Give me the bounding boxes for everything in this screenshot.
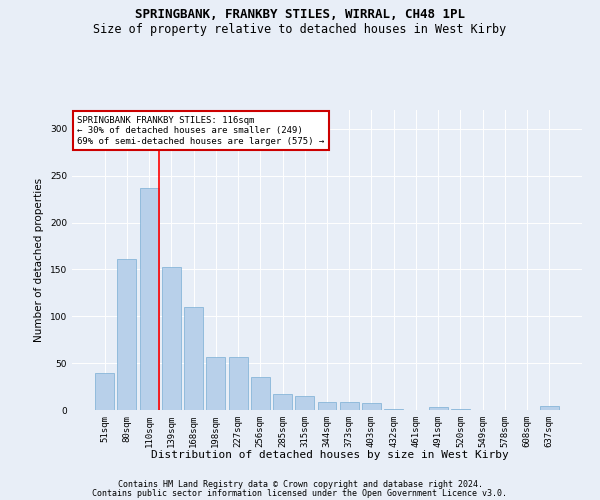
Bar xyxy=(95,372,114,410)
Bar xyxy=(251,377,270,410)
Bar xyxy=(118,259,136,410)
Bar xyxy=(162,266,181,410)
Bar xyxy=(140,188,158,410)
Bar xyxy=(229,356,248,410)
Text: Contains HM Land Registry data © Crown copyright and database right 2024.: Contains HM Land Registry data © Crown c… xyxy=(118,480,482,489)
Text: Contains public sector information licensed under the Open Government Licence v3: Contains public sector information licen… xyxy=(92,489,508,498)
Bar xyxy=(362,404,381,410)
Text: SPRINGBANK FRANKBY STILES: 116sqm
← 30% of detached houses are smaller (249)
69%: SPRINGBANK FRANKBY STILES: 116sqm ← 30% … xyxy=(77,116,325,146)
Bar xyxy=(273,394,292,410)
Text: SPRINGBANK, FRANKBY STILES, WIRRAL, CH48 1PL: SPRINGBANK, FRANKBY STILES, WIRRAL, CH48… xyxy=(135,8,465,20)
Bar xyxy=(295,396,314,410)
Text: Distribution of detached houses by size in West Kirby: Distribution of detached houses by size … xyxy=(151,450,509,460)
Text: Size of property relative to detached houses in West Kirby: Size of property relative to detached ho… xyxy=(94,22,506,36)
Bar xyxy=(184,307,203,410)
Bar xyxy=(206,356,225,410)
Bar xyxy=(317,402,337,410)
Bar xyxy=(429,407,448,410)
Y-axis label: Number of detached properties: Number of detached properties xyxy=(34,178,44,342)
Bar xyxy=(340,402,359,410)
Bar xyxy=(384,409,403,410)
Bar xyxy=(451,409,470,410)
Bar xyxy=(540,406,559,410)
